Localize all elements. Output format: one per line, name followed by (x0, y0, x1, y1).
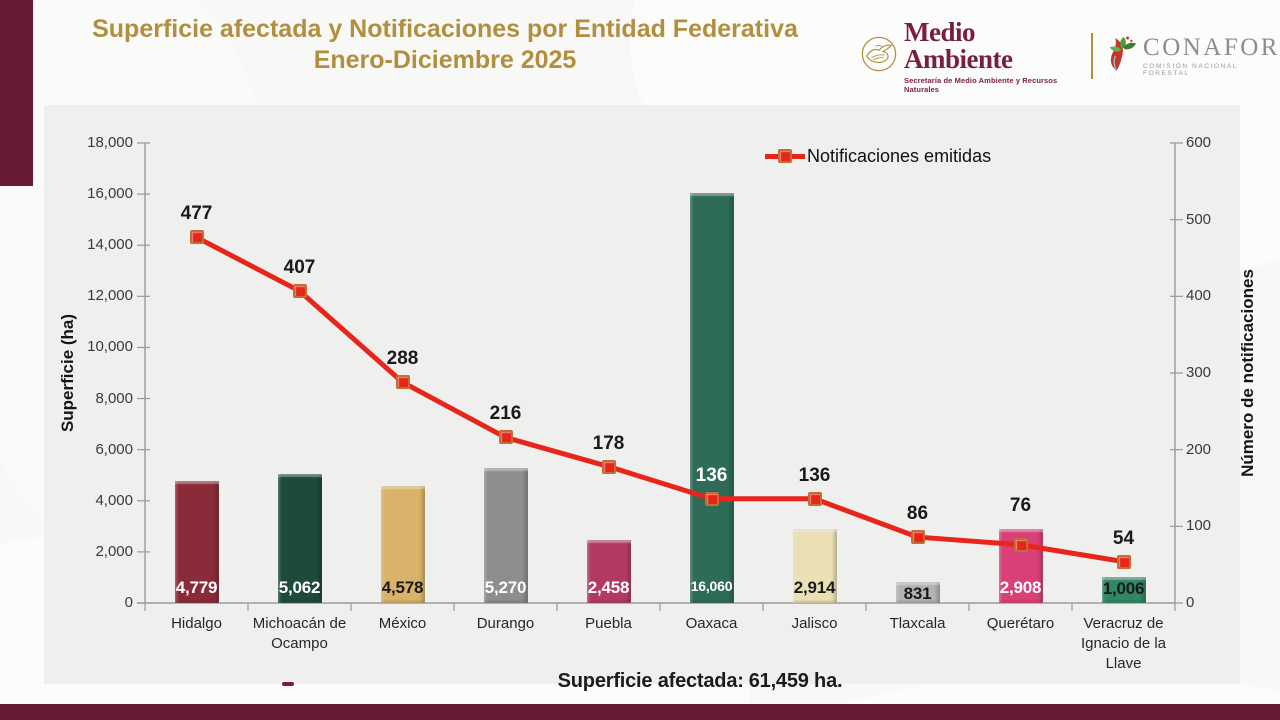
conafor-name: CONAFOR (1143, 34, 1280, 61)
x-category-label: Durango (476, 615, 535, 632)
x-category-label: Querétaro (986, 615, 1055, 632)
y-left-tick-label: 12,000 (87, 287, 133, 305)
conafor-tagline: COMISIÓN NACIONAL FORESTAL (1143, 63, 1238, 77)
x-category-label: Tlaxcala (889, 615, 946, 632)
line-marker (189, 230, 204, 245)
line-marker (1116, 554, 1131, 569)
summary-label: Superficie afectada: (557, 670, 744, 692)
line-marker (601, 459, 616, 474)
line-value-label: 76 (1009, 494, 1032, 516)
line-value-label: 477 (180, 203, 213, 225)
page-title-line2: Enero-Diciembre 2025 (313, 45, 577, 74)
bar-0 (174, 480, 219, 603)
line-marker (498, 430, 513, 445)
x-category-label: Puebla (585, 615, 632, 632)
line-value-label: 136 (695, 464, 728, 486)
x-category-label: Hidalgo (171, 615, 222, 632)
bar-4 (586, 540, 631, 603)
bar-6 (792, 528, 837, 603)
y-left-tick-label: 10,000 (87, 338, 133, 356)
summary-value: 61,459 ha. (748, 670, 843, 692)
x-category-label: Oaxaca (685, 615, 738, 632)
semarnat-tagline: Secretaría de Medio Ambiente y Recursos … (904, 75, 1058, 94)
semarnat-wordmark: Medio Ambiente Secretaría de Medio Ambie… (904, 16, 1077, 94)
bar-2 (380, 486, 425, 603)
y-left-tick-label: 0 (124, 594, 133, 611)
line-marker (292, 283, 307, 298)
x-category-label: Michoacán de Ocampo (252, 615, 347, 652)
bar-value-label: 5,062 (278, 578, 321, 597)
x-category-label: México (378, 615, 427, 632)
bar-value-label: 2,458 (587, 578, 630, 597)
y-right-tick-label: 600 (1186, 134, 1212, 151)
left-axis-title: Superficie (ha) (58, 313, 77, 433)
x-category-label: Veracruz de Ignacio de la Llave (1080, 615, 1167, 672)
semarnat-name: Medio Ambiente (904, 16, 1013, 74)
logo-bar: Medio Ambiente Secretaría de Medio Ambie… (860, 18, 1280, 94)
line-value-label: 86 (906, 503, 929, 525)
line-value-label: 288 (386, 348, 419, 370)
y-right-tick-label: 300 (1186, 364, 1212, 381)
bar-value-label: 16,060 (690, 578, 733, 594)
line-value-label: 178 (592, 432, 625, 454)
bar-5 (689, 192, 734, 603)
y-right-tick-label: 100 (1186, 517, 1212, 535)
eagle-emblem-icon (860, 35, 898, 78)
y-left-tick-label: 2,000 (95, 542, 133, 560)
legend-line-swatch-icon (765, 143, 805, 169)
line-value-label: 136 (798, 464, 831, 486)
y-left-tick-label: 4,000 (95, 491, 133, 509)
y-left-tick-label: 14,000 (87, 236, 133, 254)
legend-label: Notificaciones emitidas (807, 145, 992, 166)
y-right-tick-label: 0 (1186, 594, 1195, 611)
y-left-tick-label: 18,000 (87, 134, 133, 151)
conafor-sprout-icon (1105, 35, 1137, 78)
bar-9 (1101, 577, 1146, 603)
bar-value-label: 4,779 (175, 578, 218, 597)
page-title-line1: Superficie afectada y Notificaciones por… (92, 15, 798, 43)
bar-value-label: 2,908 (999, 578, 1042, 597)
clipped-legend-marker (282, 682, 294, 686)
line-marker (704, 491, 719, 506)
footer-accent-bar (0, 704, 1280, 720)
line-marker (807, 491, 822, 506)
right-axis-title: Número de notificaciones (1238, 269, 1257, 477)
bar-value-label: 5,270 (484, 578, 527, 597)
line-value-label: 54 (1112, 527, 1135, 549)
left-accent-bar (0, 0, 33, 186)
y-right-tick-label: 500 (1186, 210, 1212, 228)
line-value-label: 407 (283, 256, 316, 278)
logo-divider (1091, 33, 1094, 79)
x-category-label: Jalisco (791, 615, 838, 632)
legend: Notificaciones emitidas (765, 143, 991, 169)
bar-value-label: 2,914 (793, 578, 836, 597)
line-marker (910, 530, 925, 545)
y-left-tick-label: 6,000 (95, 440, 133, 458)
line-marker (1013, 537, 1028, 552)
summary-text: Superficie afectada: 61,459 ha. (400, 670, 1000, 693)
bar-value-label: 831 (903, 583, 932, 603)
line-value-label: 216 (489, 403, 522, 425)
y-right-tick-label: 400 (1186, 287, 1212, 305)
bar-3 (483, 468, 528, 603)
bar-1 (277, 473, 322, 603)
y-left-tick-label: 8,000 (95, 389, 133, 407)
conafor-logo: CONAFOR COMISIÓN NACIONAL FORESTAL (1105, 35, 1280, 78)
y-right-tick-label: 200 (1186, 440, 1212, 458)
bar-7 (895, 581, 940, 603)
bar-value-label: 4,578 (381, 578, 424, 597)
line-marker (395, 375, 410, 390)
y-left-tick-label: 16,000 (87, 185, 133, 203)
bar-value-label: 1,006 (1102, 579, 1145, 599)
page-title: Superficie afectada y Notificaciones por… (45, 14, 845, 75)
